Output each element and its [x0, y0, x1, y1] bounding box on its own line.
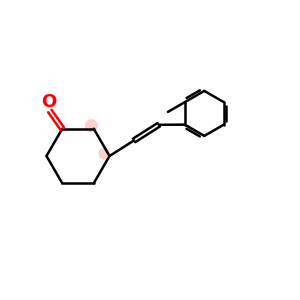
- Circle shape: [98, 148, 110, 159]
- Circle shape: [85, 119, 98, 132]
- Text: O: O: [41, 92, 57, 110]
